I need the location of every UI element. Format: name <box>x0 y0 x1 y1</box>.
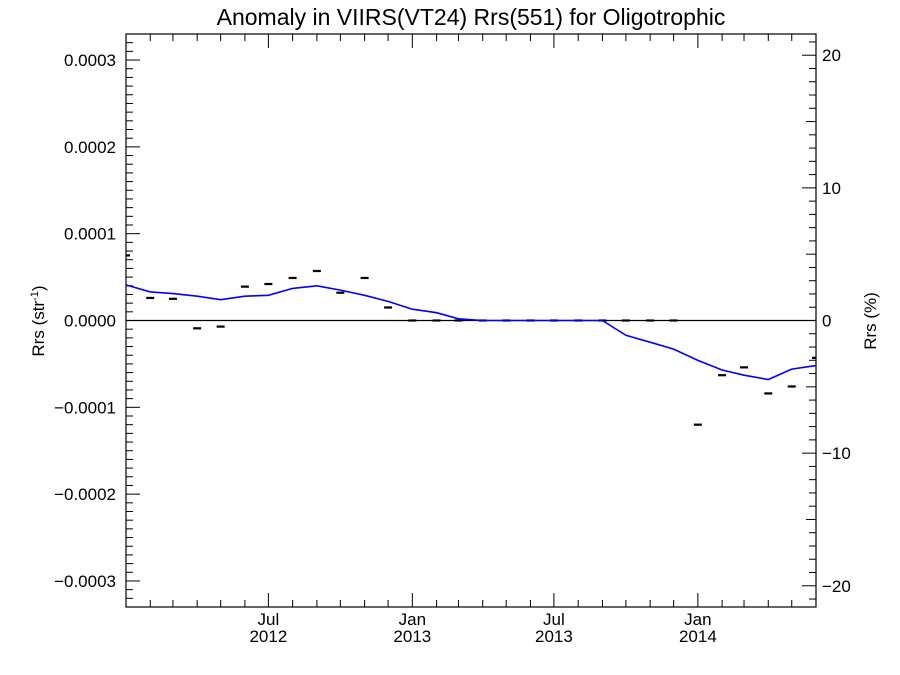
left-axis-title-end: ) <box>29 285 48 291</box>
right-y-axis: 20 10 0 −10 −20 <box>802 41 851 600</box>
left-tick-label: 0.0000 <box>64 312 116 331</box>
right-tick-label: −20 <box>822 577 851 596</box>
left-tick-label: 0.0001 <box>64 225 116 244</box>
left-y-axis: 0.0003 0.0002 0.0001 0.0000 −0.0001 −0.0002 −0… <box>54 33 140 608</box>
right-tick-label: 10 <box>822 179 841 198</box>
anomaly-markers <box>126 254 816 426</box>
chart-title: Anomaly in VIIRS(VT24) Rrs(551) for Olig… <box>217 4 726 30</box>
left-axis-title: Rrs (str-1) <box>29 285 48 356</box>
right-tick-label: 20 <box>822 46 841 65</box>
x-tick-month-label: Jul <box>543 610 565 629</box>
left-axis-title-base: Rrs (str <box>29 301 48 357</box>
x-tick-month-label: Jul <box>258 610 280 629</box>
left-tick-label: 0.0003 <box>64 51 116 70</box>
right-axis-title: Rrs (%) <box>861 292 880 350</box>
left-tick-label: −0.0002 <box>54 485 116 504</box>
x-tick-year-label: 2013 <box>393 627 431 646</box>
x-tick-year-label: 2013 <box>535 627 573 646</box>
x-tick-year-label: 2014 <box>679 627 717 646</box>
x-tick-month-label: Jan <box>399 610 426 629</box>
right-tick-label: −10 <box>822 444 851 463</box>
x-tick-year-label: 2012 <box>249 627 287 646</box>
right-tick-label: 0 <box>822 312 831 331</box>
left-tick-label: −0.0001 <box>54 398 116 417</box>
x-tick-month-label: Jan <box>684 610 711 629</box>
left-tick-label: 0.0002 <box>64 138 116 157</box>
anomaly-line <box>125 284 817 381</box>
x-axis-top <box>125 34 817 48</box>
left-axis-title-sup: -1 <box>29 291 41 301</box>
left-tick-label: −0.0003 <box>54 572 116 591</box>
